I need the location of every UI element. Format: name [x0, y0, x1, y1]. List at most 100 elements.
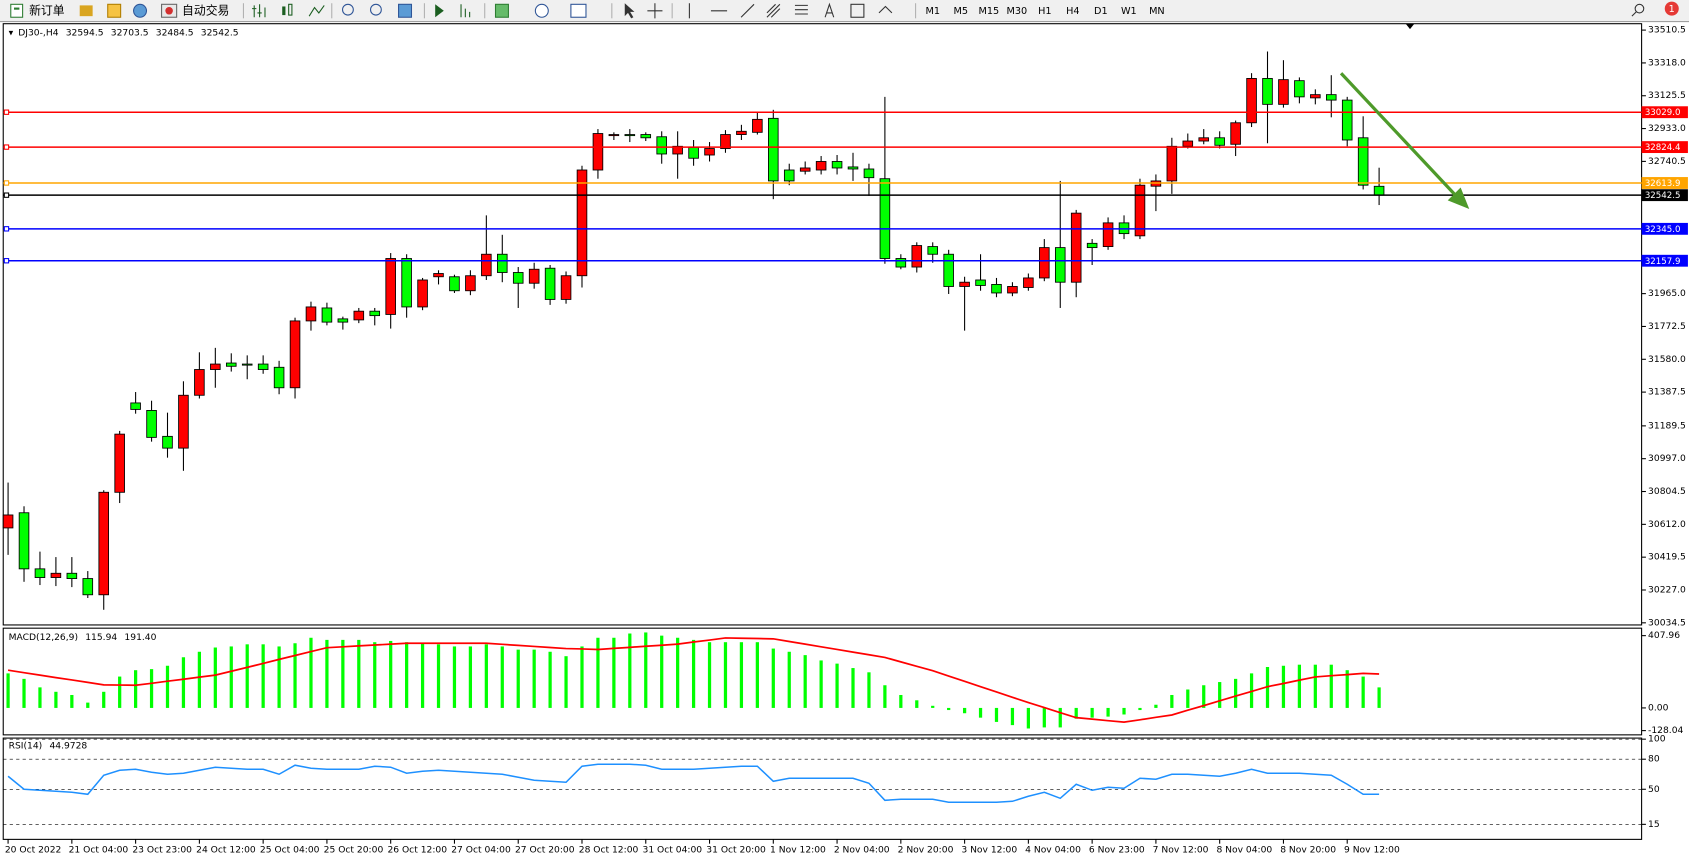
trendline-icon[interactable] — [740, 3, 755, 18]
macd-bar — [149, 669, 154, 708]
timeframe-button[interactable]: W1 — [1121, 6, 1137, 17]
price-level-tag — [1641, 254, 1688, 267]
candle-body — [66, 572, 78, 580]
line-chart-icon[interactable] — [308, 5, 325, 17]
macd-bar — [787, 651, 791, 708]
search-icon[interactable] — [1634, 3, 1645, 14]
x-tick-label: 23 Oct 23:00 — [132, 846, 192, 856]
rsi-readout: 44.9728 — [49, 741, 87, 751]
candle-icon[interactable] — [282, 6, 286, 16]
fibo-icon[interactable] — [794, 4, 808, 15]
trend-arrow-head — [1447, 187, 1470, 210]
price-level-handle — [3, 144, 10, 150]
indicators-icon[interactable] — [494, 3, 509, 18]
timeframe-button[interactable]: H1 — [1038, 6, 1051, 17]
zoom-in-icon[interactable] — [342, 3, 354, 16]
candle-body — [1070, 212, 1082, 283]
macd-bar — [994, 707, 999, 722]
candle-body — [321, 307, 333, 323]
price-level-tag — [1641, 141, 1688, 154]
candle-body — [114, 433, 125, 493]
candle-body — [576, 169, 588, 277]
search-icon-handle[interactable] — [1631, 11, 1637, 17]
crosshair-icon[interactable] — [647, 3, 663, 19]
macd-bar — [628, 633, 632, 708]
macd-bar — [771, 648, 775, 708]
candle-body — [624, 134, 636, 137]
scroll-icon[interactable] — [435, 4, 444, 18]
macd-title: MACD(12,26,9) — [9, 632, 78, 642]
candle-body — [847, 166, 859, 170]
timeframe-button[interactable]: M1 — [926, 6, 941, 17]
tool-icon[interactable] — [133, 3, 148, 18]
macd-bar — [325, 639, 329, 708]
macd-bar — [181, 657, 186, 708]
label-icon[interactable] — [850, 3, 865, 18]
candle-body — [465, 275, 476, 292]
macd-bar — [532, 649, 536, 708]
macd-signal-readout: 191.40 — [124, 632, 156, 642]
macd-bar — [484, 644, 488, 708]
candle-body — [369, 310, 381, 317]
new-order-button[interactable]: 新订单 — [10, 3, 65, 18]
macd-bar — [676, 637, 680, 708]
macd-bar — [405, 642, 409, 708]
header-open: 32594.5 — [66, 28, 104, 38]
candle-body — [34, 568, 46, 578]
x-tick-label: 9 Nov 12:00 — [1344, 846, 1400, 856]
timeframe-button[interactable]: M5 — [954, 6, 969, 17]
macd-bar — [1329, 664, 1333, 708]
macd-bar — [86, 702, 90, 708]
channel-icon[interactable] — [766, 3, 781, 18]
y-tick-label: -128.04 — [1648, 726, 1683, 736]
timeframe-button[interactable]: MN — [1149, 6, 1165, 17]
candle-icon[interactable] — [288, 3, 293, 16]
macd-histogram-readout: 115.94 — [85, 632, 117, 642]
candle-body — [1325, 94, 1337, 101]
tool-icon[interactable] — [107, 3, 122, 18]
bar-chart-icon[interactable] — [252, 4, 266, 18]
candle-body — [289, 320, 301, 389]
arrows-icon[interactable] — [878, 5, 893, 14]
macd-bar — [819, 660, 823, 708]
macd-bar — [1202, 685, 1206, 708]
timeframe-button[interactable]: H4 — [1066, 6, 1079, 17]
templates-icon[interactable] — [570, 3, 587, 18]
macd-signal-line — [7, 637, 1380, 723]
candle-body — [831, 161, 843, 169]
cursor-icon[interactable] — [624, 3, 635, 19]
macd-header: MACD(12,26,9) 115.94 191.40 — [9, 632, 157, 642]
macd-bar — [1361, 676, 1365, 708]
timeframe-button[interactable]: D1 — [1094, 6, 1108, 17]
candle-body — [1086, 242, 1098, 249]
tool-icon[interactable] — [79, 5, 93, 17]
candle-body — [1262, 78, 1273, 105]
candle-body — [98, 491, 110, 596]
auto-trading-button[interactable]: 自动交易 — [161, 3, 230, 18]
macd-bar — [1138, 707, 1142, 711]
price-level-tag — [1641, 189, 1688, 202]
zoom-out-icon[interactable] — [370, 3, 382, 16]
auto-trading-label: 自动交易 — [182, 3, 229, 17]
notification-badge[interactable] — [1664, 1, 1679, 16]
x-tick-label: 1 Nov 12:00 — [770, 846, 826, 856]
candle-body — [959, 281, 970, 287]
candle-body — [544, 267, 556, 300]
candle-body — [512, 272, 524, 284]
candle-body — [1039, 247, 1050, 279]
macd-bar — [277, 646, 281, 708]
macd-bar — [1106, 707, 1110, 717]
candle-body — [815, 161, 827, 171]
candle-body — [1341, 99, 1353, 141]
macd-bar — [1218, 682, 1222, 708]
periods-icon[interactable] — [534, 3, 549, 18]
tile-icon[interactable] — [398, 3, 413, 18]
y-tick-label: 31965.0 — [1648, 289, 1686, 299]
plots: 33510.5 33318.0 33125.5 32933.0 32740.5 31965… — [2, 26, 1688, 856]
text-icon[interactable] — [824, 2, 835, 18]
timeframe-button[interactable]: M30 — [1007, 6, 1028, 17]
timeframe-button[interactable]: M15 — [978, 6, 999, 17]
shift-icon[interactable] — [460, 4, 471, 18]
rsi-header: RSI(14) 44.9728 — [9, 741, 88, 751]
